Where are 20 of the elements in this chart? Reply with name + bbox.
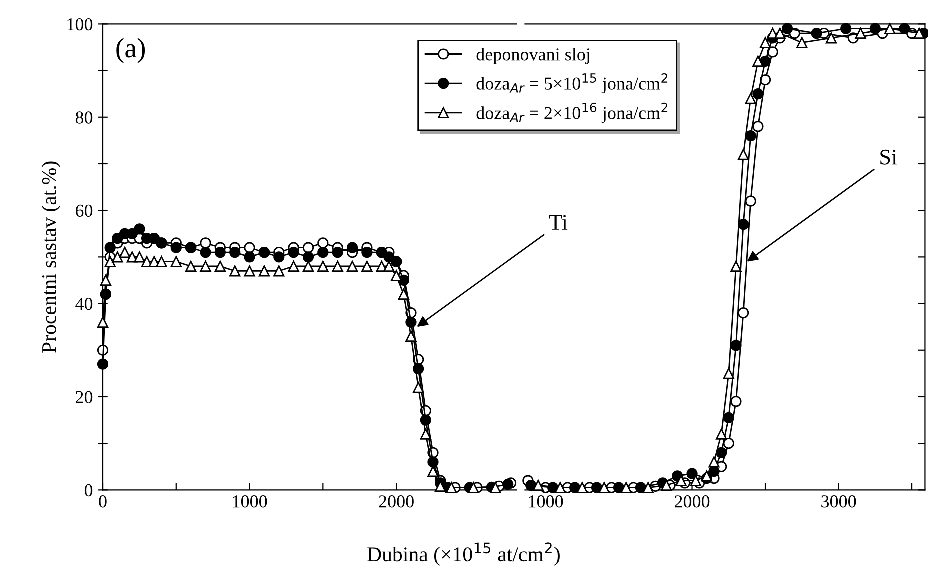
- x-tick-label: 3000: [822, 496, 856, 508]
- y-tick-label: 60: [76, 204, 93, 218]
- legend-label: deponovani sloj: [476, 48, 590, 64]
- annotation: Ti: [549, 215, 568, 230]
- legend-label: doza$_{Ar}$ = 2×10$^{16}$ jona/cm$^{2}$: [476, 102, 668, 124]
- x-axis-title: Dubina (×10$^{15}$ at/cm$^{2}$): [368, 542, 560, 566]
- x-tick-label: 2000: [675, 496, 710, 508]
- x-tick-label: 1000: [529, 496, 564, 508]
- y-tick-label: 100: [68, 18, 93, 31]
- x-tick-label: 0: [99, 496, 107, 508]
- y-tick-label: 0: [84, 484, 93, 497]
- legend-label: doza$_{Ar}$ = 5×10$^{15}$ jona/cm$^{2}$: [476, 73, 668, 94]
- x-tick-label: 2000: [379, 496, 414, 508]
- annotation: Si: [880, 150, 898, 165]
- y-tick-label: 40: [76, 298, 93, 310]
- x-tick-label: 1000: [233, 496, 268, 508]
- annotation: (a): [116, 38, 146, 64]
- y-tick-label: 80: [76, 112, 93, 124]
- y-tick-label: 20: [76, 391, 93, 404]
- y-axis-title: Procentni sastav (at.%): [42, 162, 61, 353]
